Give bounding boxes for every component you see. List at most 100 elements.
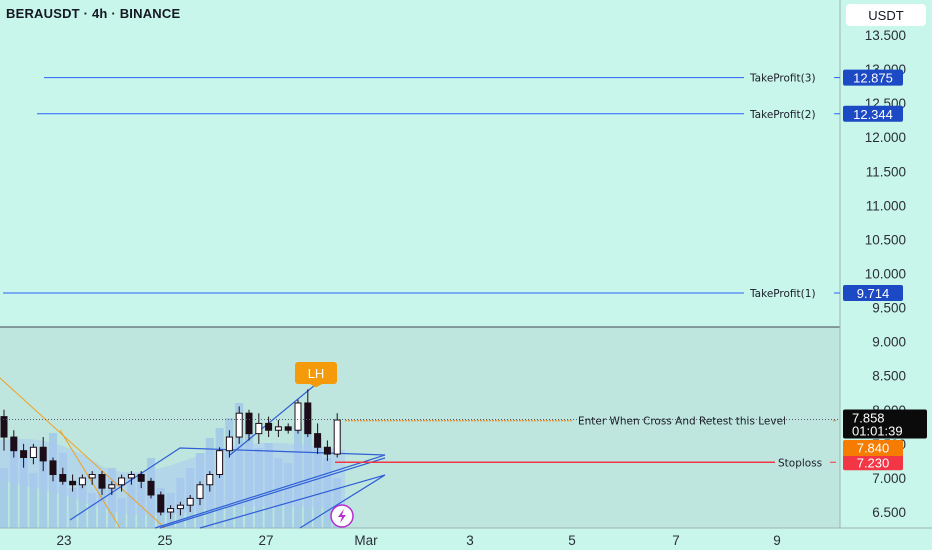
time-tick-label: 23 [56,533,71,548]
volume-bar [0,468,8,528]
time-tick-label: 3 [466,533,474,548]
candle-body [265,422,273,431]
candle [29,443,37,465]
candle [108,481,116,495]
candle [69,474,77,492]
level-label: Enter When Cross And Retest this Level [578,416,786,428]
time-tick-label: 7 [672,533,680,548]
candle [235,406,243,444]
candle-body [294,402,302,431]
price-tick-label: 11.500 [866,164,906,179]
candle [225,430,233,458]
candle [216,447,224,478]
level-label: TakeProfit(1) [749,288,816,300]
candle-body [186,497,194,506]
candle-body [196,484,204,499]
volume-bar [19,458,28,528]
candle-body [245,412,253,435]
price-badge: 9.714 [843,284,903,301]
candle-body [176,504,184,510]
candle-body [20,450,28,458]
candle-body [98,474,106,489]
candle [294,399,302,434]
price-badge-text: 7.230 [857,455,890,470]
candle [333,413,341,458]
candle [284,423,292,434]
candle [196,481,204,506]
candle-body [255,422,263,435]
candle [206,471,214,492]
price-badge: 12.875 [843,69,903,86]
price-tick-label: 7.000 [872,471,906,486]
price-tick-label: 10.000 [865,267,906,282]
candle-body [137,474,145,482]
candle [78,474,86,489]
price-tick-label: 13.500 [865,28,906,43]
price-tick-label: 6.500 [872,505,906,520]
entry-badge: 7.840 [843,440,903,456]
lh-badge-pointer [310,384,322,388]
time-tick-label: Mar [354,533,378,548]
time-tick-label: 25 [157,533,172,548]
time-axis[interactable] [0,529,932,550]
candle-body [69,480,77,486]
lh-badge [295,362,337,384]
candle [49,457,57,482]
candle-body [323,446,331,455]
countdown-timer: 01:01:39 [852,423,903,438]
price-badge-bg [843,284,903,301]
candle-body [118,477,126,486]
current-price-bg [843,409,927,439]
candle [274,420,282,438]
candle [20,443,28,468]
blue-trendline [159,457,386,529]
candle [137,471,145,489]
candle [323,440,331,461]
price-badge: 7.230 [843,454,903,471]
time-tick-label: 27 [258,533,273,548]
price-tick-label: 9.500 [872,301,906,316]
candle-body [235,412,243,438]
level-takeprofit2: TakeProfit(2) [37,109,840,121]
blue-trendline [229,384,316,456]
candle-body [0,416,8,438]
price-badge-text: 12.344 [853,107,893,122]
currency-unit-button[interactable]: USDT [846,4,926,26]
candle [88,471,96,485]
volume-bar [29,473,38,528]
band-fill [0,438,345,516]
volume-bar [78,478,87,528]
candle-body [10,436,18,452]
level-label: Stoploss [778,457,822,469]
price-tick-label: 12.000 [865,130,906,145]
candle-body [29,446,37,458]
price-badge-bg [843,69,903,86]
candle [265,416,273,438]
candle-body [78,477,86,486]
candle-body [225,436,233,452]
candle-body [59,474,67,482]
candle-body [127,474,135,479]
candle [118,474,126,492]
candle-body [49,460,57,476]
price-tick-label: 11.000 [866,198,906,213]
candle-body [88,474,96,479]
trade-levels: TakeProfit(3) TakeProfit(2) TakeProfit(1) E… [0,73,840,469]
candlesticks [0,389,341,519]
orange-trendline [59,429,121,529]
candle-body [39,446,47,462]
symbol-title[interactable]: BERAUSDT · 4h · BINANCE [6,6,181,21]
current-price-value: 7.858 [852,410,885,425]
volatility-band [0,438,345,516]
entry-badge-bg [843,440,903,456]
blue-wedge [199,474,386,529]
candle [98,471,106,495]
orange-trendline [0,377,166,529]
candle [245,409,253,441]
candle [167,505,175,519]
candle [39,437,47,472]
price-badge-text: 9.714 [857,286,890,301]
